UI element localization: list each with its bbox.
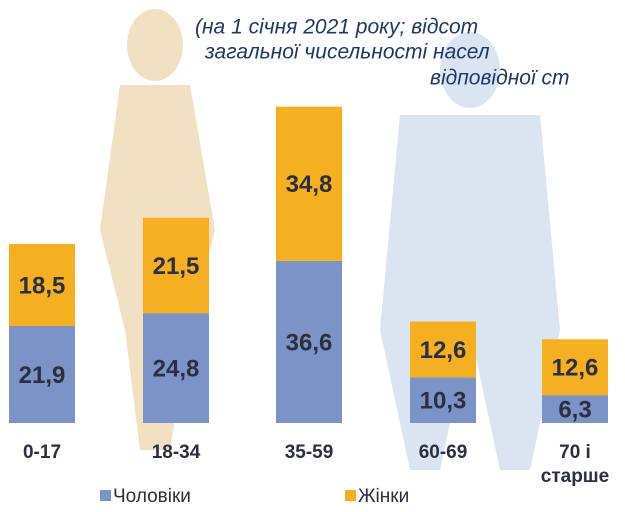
data-label: 21,9 (19, 362, 66, 389)
data-label: 36,6 (286, 329, 333, 356)
legend-swatch (345, 490, 356, 501)
subtitle: (на 1 січня 2021 року; відсот (195, 16, 478, 39)
x-tick-label: 0-17 (23, 442, 61, 463)
subtitle: відповідної ст (430, 67, 569, 90)
data-label: 12,6 (552, 355, 599, 382)
data-label: 6,3 (558, 396, 591, 423)
subtitle: загальної чисельності насел (204, 41, 490, 64)
chart: (на 1 січня 2021 року; відсот загальної … (0, 0, 625, 512)
x-tick-label: 60-69 (419, 442, 468, 463)
data-label: 34,8 (286, 171, 333, 198)
x-tick-label: 35-59 (285, 442, 334, 463)
woman-head (127, 9, 183, 81)
data-label: 21,5 (153, 253, 200, 280)
data-label: 12,6 (420, 337, 467, 364)
data-label: 18,5 (19, 272, 66, 299)
data-label: 10,3 (420, 388, 467, 415)
legend-swatch (100, 490, 111, 501)
x-tick-label: 18-34 (152, 442, 201, 463)
legend-label: Чоловіки (113, 486, 191, 507)
data-label: 24,8 (153, 355, 200, 382)
legend-label: Жінки (358, 486, 409, 507)
